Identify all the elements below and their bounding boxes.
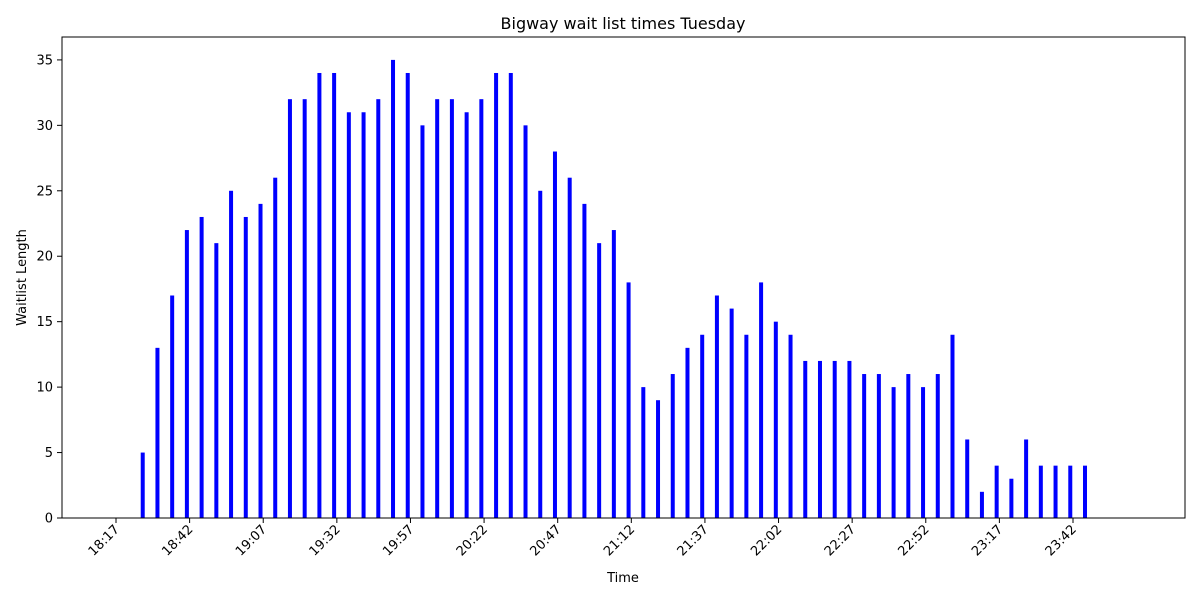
bar-1837 [184,230,189,519]
bar-2112 [641,387,646,518]
bar-1857 [243,216,248,518]
y-axis-label: Waitlist Length [15,229,30,326]
bar-2122 [670,374,675,518]
x-tick-label: 21:12 [601,522,638,559]
y-tick-label: 20 [36,250,53,265]
x-tick-label: 19:32 [307,522,344,559]
bar-2032 [523,125,528,518]
bar-2342 [1083,465,1087,518]
bar-1927 [332,72,337,519]
bar-2207 [803,360,808,518]
bar-2312 [994,465,999,518]
bar-2247 [921,387,926,518]
bar-1917 [302,99,307,519]
bar-2047 [567,177,572,518]
bar-1832 [170,295,175,518]
bar-2132 [700,334,705,518]
x-tick-label: 20:22 [454,522,491,559]
x-axis: 18:17 18:42 19:07 19:32 19:57 20:22 20:47 21:12… [86,518,1080,559]
bar-1937 [361,112,366,518]
bar-2102 [611,230,616,519]
bar-2007 [449,99,454,519]
y-tick-label: 30 [36,119,53,134]
chart-title: Bigway wait list times Tuesday [501,14,746,33]
x-tick-label: 20:47 [527,522,564,559]
bar-2037 [538,190,543,519]
y-tick-label: 25 [36,184,53,199]
x-axis-label: Time [606,571,639,586]
bar-2117 [656,400,661,518]
bar-2137 [714,295,719,518]
bar-2142 [729,308,734,518]
bar-2012 [464,112,469,518]
x-tick-label: 22:27 [822,522,859,559]
bar-1912 [287,99,292,519]
bar-2227 [862,374,867,518]
y-tick-label: 0 [45,512,53,527]
bar-1852 [229,190,234,519]
bar-2107 [626,282,631,518]
bar-2222 [847,360,852,518]
bar-1922 [317,72,322,519]
bar-2052 [582,203,587,518]
bar-2237 [891,387,896,518]
bar-2147 [744,334,749,518]
bar-2332 [1053,465,1058,518]
bar-2127 [685,347,690,518]
bar-2042 [552,151,557,518]
x-tick-label: 23:42 [1043,522,1080,559]
x-tick-label: 19:07 [233,522,270,559]
x-tick-label: 21:37 [675,522,712,559]
bar-2317 [1009,478,1014,518]
bar-2002 [435,99,440,519]
bar-1822 [140,452,145,518]
bar-2302 [965,439,970,518]
bar-1842 [199,216,204,518]
bar-2157 [773,321,778,518]
bar-2017 [479,99,484,519]
bar-1957 [420,125,425,518]
y-axis: 0 5 10 15 20 25 30 35 [36,53,62,527]
bar-2242 [906,374,911,518]
bar-1947 [391,59,396,519]
bar-1932 [346,112,351,518]
bar-2217 [832,360,837,518]
y-tick-label: 35 [36,53,53,68]
bars-layer [140,59,1087,519]
bar-2252 [935,374,940,518]
bar-2327 [1038,465,1043,518]
bar-2027 [508,72,513,519]
bar-2322 [1024,439,1029,518]
bar-2257 [950,334,955,518]
bar-1847 [214,243,219,518]
x-tick-label: 18:17 [86,522,123,559]
bar-2212 [817,360,822,518]
x-tick-label: 22:02 [748,522,785,559]
bar-1907 [273,177,278,518]
x-tick-label: 19:57 [380,522,417,559]
bar-1942 [376,99,381,519]
y-tick-label: 15 [36,315,53,330]
x-tick-label: 18:42 [159,522,196,559]
bar-2232 [876,374,881,518]
bar-1827 [155,347,160,518]
x-tick-label: 23:17 [969,522,1006,559]
y-tick-label: 5 [45,446,53,461]
bar-1902 [258,203,263,518]
bar-2022 [494,72,499,519]
bar-2202 [788,334,793,518]
bar-1952 [405,72,410,519]
bar-2307 [979,491,984,518]
y-tick-label: 10 [36,381,53,396]
bar-2152 [759,282,764,518]
x-tick-label: 22:52 [895,522,932,559]
plot-frame [61,36,1186,519]
bar-2057 [597,243,602,518]
bar-2337 [1068,465,1073,518]
